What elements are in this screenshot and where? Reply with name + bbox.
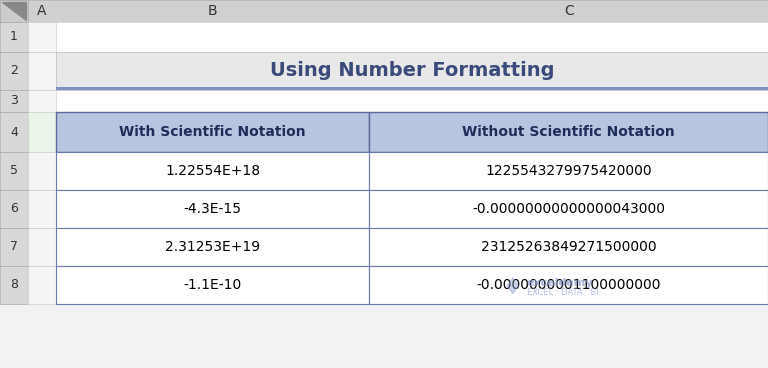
Text: 1.22554E+18: 1.22554E+18: [165, 164, 260, 178]
Bar: [369, 228, 768, 266]
Bar: [0, 266, 28, 304]
Bar: [56, 52, 768, 90]
Text: 5: 5: [10, 164, 18, 177]
Bar: [0, 0, 768, 22]
Bar: [56, 22, 768, 52]
Text: B: B: [208, 4, 217, 18]
Bar: [0, 22, 28, 52]
Text: 2: 2: [10, 64, 18, 78]
Polygon shape: [508, 278, 518, 294]
Bar: [0, 52, 28, 90]
Text: With Scientific Notation: With Scientific Notation: [119, 125, 306, 139]
Bar: [56, 87, 768, 90]
Bar: [28, 266, 56, 304]
Text: EXCEL · DATA · BI: EXCEL · DATA · BI: [527, 288, 599, 297]
Bar: [28, 152, 56, 190]
Bar: [0, 228, 28, 266]
Bar: [0, 0, 28, 22]
Text: 1: 1: [10, 31, 18, 43]
Text: 6: 6: [10, 202, 18, 216]
Text: Without Scientific Notation: Without Scientific Notation: [462, 125, 675, 139]
Text: Using Number Formatting: Using Number Formatting: [270, 60, 554, 79]
Text: -0.0000000001100000000: -0.0000000001100000000: [476, 278, 661, 292]
Bar: [369, 112, 768, 152]
Bar: [0, 90, 28, 112]
Text: C: C: [564, 4, 574, 18]
Bar: [28, 112, 56, 152]
Text: -0.00000000000000043000: -0.00000000000000043000: [472, 202, 665, 216]
Bar: [28, 22, 56, 52]
Bar: [0, 152, 28, 190]
Bar: [28, 52, 56, 90]
Text: 1225543279975420000: 1225543279975420000: [485, 164, 652, 178]
Text: -4.3E-15: -4.3E-15: [184, 202, 242, 216]
Text: 23125263849271500000: 23125263849271500000: [481, 240, 657, 254]
Text: A: A: [38, 4, 47, 18]
Bar: [56, 152, 369, 190]
Bar: [369, 152, 768, 190]
Bar: [56, 228, 369, 266]
Text: 2.31253E+19: 2.31253E+19: [165, 240, 260, 254]
Bar: [56, 112, 369, 152]
Bar: [369, 266, 768, 304]
Text: 3: 3: [10, 95, 18, 107]
Bar: [28, 228, 56, 266]
Bar: [369, 190, 768, 228]
Text: exceldemy: exceldemy: [527, 278, 594, 288]
Bar: [0, 112, 28, 152]
Bar: [28, 90, 56, 112]
Text: 4: 4: [10, 125, 18, 138]
Bar: [56, 90, 768, 112]
Text: 8: 8: [10, 279, 18, 291]
Bar: [56, 190, 369, 228]
Text: 7: 7: [10, 241, 18, 254]
Bar: [0, 190, 28, 228]
Polygon shape: [2, 2, 26, 20]
Text: -1.1E-10: -1.1E-10: [184, 278, 242, 292]
Bar: [56, 266, 369, 304]
Bar: [28, 190, 56, 228]
